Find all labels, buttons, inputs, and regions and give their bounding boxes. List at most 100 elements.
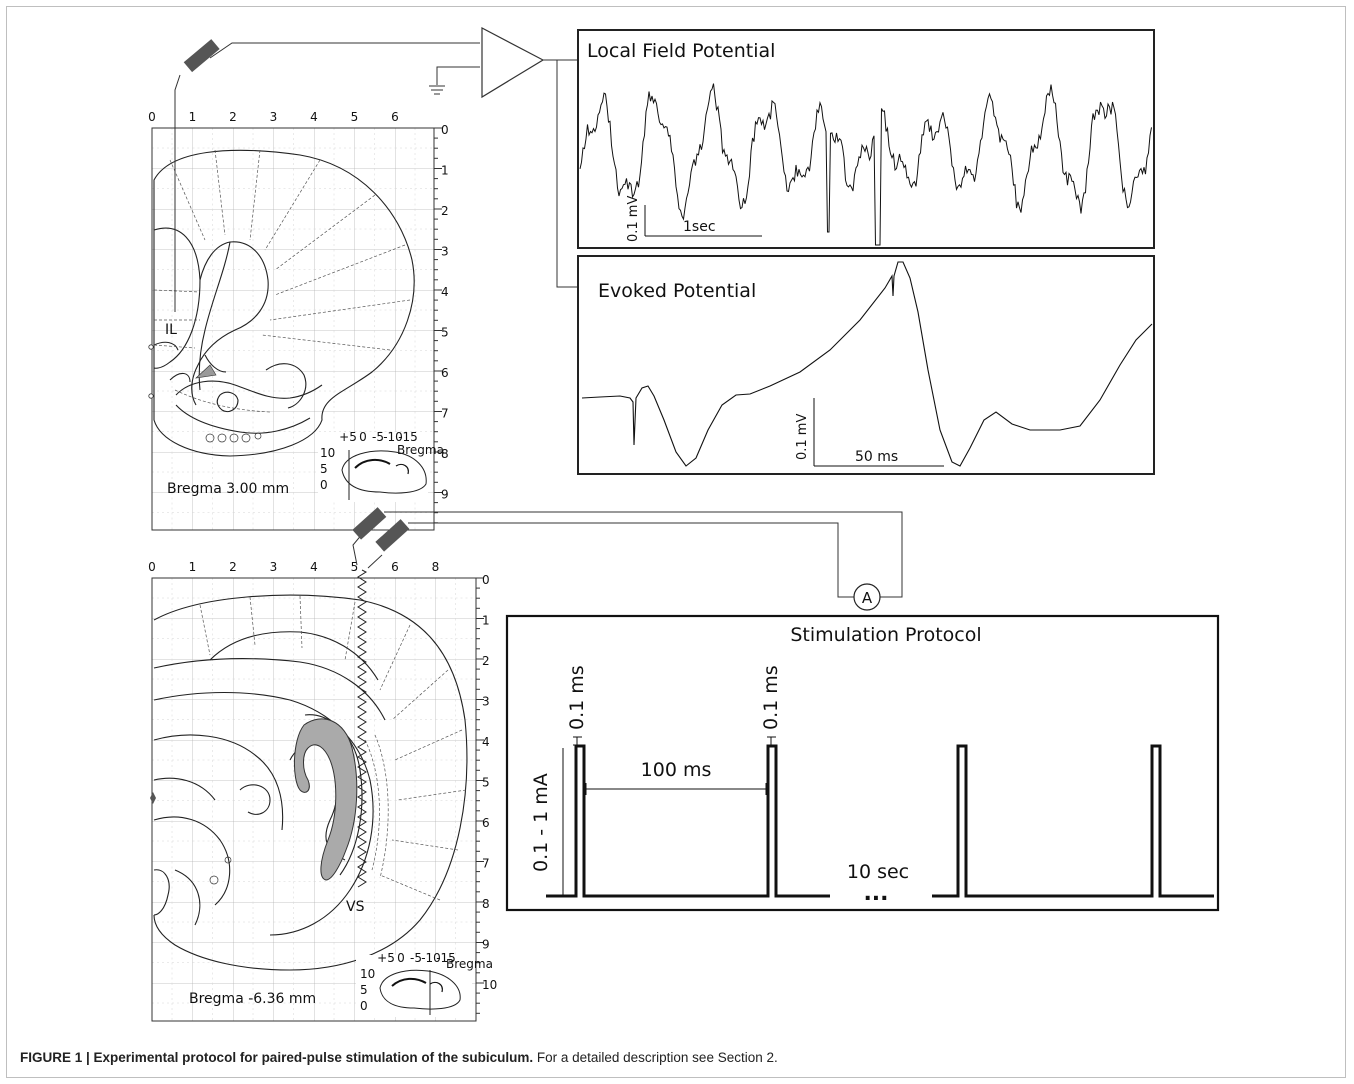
atlas-bottom-y-tick: 1 [482, 614, 490, 628]
atlas-top-x-ticks: 0 1 2 3 4 5 6 [148, 110, 399, 124]
pulse-width-1: 0.1 ms [566, 665, 588, 730]
ep-panel: Evoked Potential 0.1 mV 50 ms [577, 255, 1155, 475]
ammeter-icon: A [853, 583, 881, 611]
atlas-bottom-x-tick: 6 [391, 560, 399, 574]
atlas-bottom-y-tick: 5 [482, 776, 490, 790]
ep-title: Evoked Potential [598, 280, 756, 302]
lfp-trace [579, 83, 1152, 246]
lfp-frame [577, 29, 1155, 249]
stim-wire-2 [408, 522, 855, 598]
atlas-bottom-y-ticks: 0 1 2 3 4 5 6 7 8 9 10 [476, 573, 497, 1014]
inset-side-tick: 5 [360, 983, 368, 997]
atlas-top-shaded [195, 364, 217, 379]
atlas-top-y-tick: 6 [441, 366, 449, 380]
atlas-top-y-tick: 3 [441, 245, 449, 259]
amplifier-icon [481, 27, 545, 99]
atlas-bottom-x-tick: 2 [229, 560, 237, 574]
inset-side-tick: 10 [320, 446, 335, 460]
ep-scale-t: 50 ms [855, 449, 898, 465]
atlas-bottom-regions [199, 595, 467, 901]
ep-frame [577, 255, 1155, 475]
atlas-bottom-x-tick: 0 [148, 560, 156, 574]
atlas-bottom-x-tick: 8 [432, 560, 440, 574]
stim-probe-2 [367, 554, 383, 569]
inset-side-tick: 0 [320, 478, 328, 492]
region-label-il: IL [165, 322, 177, 338]
atlas-top-bregma: Bregma 3.00 mm [167, 481, 289, 497]
atlas-bottom-y-tick: 3 [482, 695, 490, 709]
lfp-scale-v: 0.1 mV [626, 196, 641, 242]
pulse-pair-2 [932, 744, 1214, 898]
inset-tick: 0 [359, 430, 367, 444]
atlas-top-y-tick: 1 [441, 164, 449, 178]
inset-tick: +5 [339, 430, 357, 444]
inset-tick: 0 [397, 951, 405, 965]
atlas-bottom-y-tick: 4 [482, 735, 490, 749]
inset-side-tick: 10 [360, 967, 375, 981]
atlas-bottom-x-ticks: 0 1 2 3 4 5 6 8 [148, 560, 439, 574]
atlas-bottom-frame [151, 577, 477, 1022]
ep-scale-v: 0.1 mV [795, 414, 810, 460]
inset-tick: -10 [383, 430, 403, 444]
atlas-bottom-y-tick: 2 [482, 654, 490, 668]
atlas-bottom-x-tick: 1 [189, 560, 197, 574]
stim-wire-1 [384, 511, 903, 598]
electrodes [183, 39, 410, 552]
atlas-bottom-x-tick: 4 [310, 560, 318, 574]
train-interval-label: 10 sec [847, 861, 909, 883]
inset-side-tick: 0 [360, 999, 368, 1013]
amplitude-label: 0.1 - 1 mA [530, 773, 552, 872]
atlas-bottom-y-tick: 6 [482, 816, 490, 830]
protocol-title: Stimulation Protocol [790, 624, 981, 646]
inset-tick: -15 [436, 951, 456, 965]
atlas-bottom-bregma: Bregma -6.36 mm [189, 991, 316, 1007]
atlas-top-inset-label: Bregma [397, 443, 444, 457]
ep-trace [581, 261, 1153, 467]
atlas-top-x-tick: 2 [229, 110, 237, 124]
inset-tick: -10 [421, 951, 441, 965]
atlas-top-y-ticks: 0 1 2 3 4 5 6 7 8 9 [434, 123, 449, 524]
atlas-top-nuclei [205, 432, 262, 443]
atlas-bottom-x-tick: 5 [351, 560, 359, 574]
stim-electrode-track [357, 569, 368, 888]
ground-wire [436, 66, 480, 85]
protocol-panel: Stimulation Protocol 0.1 - 1 mA 0.1 ms 0… [505, 614, 1220, 912]
inset-tick: -15 [398, 430, 418, 444]
atlas-top-y-tick: 0 [441, 123, 449, 137]
inset-tick: +5 [377, 951, 395, 965]
atlas-top-y-tick: 9 [441, 488, 449, 502]
atlas-top-y-tick: 2 [441, 204, 449, 218]
atlas-top: 0 1 2 3 4 5 6 0 1 2 3 4 5 6 7 8 9 [148, 110, 449, 531]
atlas-top-brain [153, 149, 415, 457]
lfp-scale-t: 1sec [683, 219, 716, 235]
atlas-bottom-y-tick: 8 [482, 897, 490, 911]
atlas-top-x-tick: 6 [391, 110, 399, 124]
stim-electrode-1 [352, 507, 387, 540]
inset-tick: -5 [372, 430, 384, 444]
ep-wire [556, 60, 578, 288]
atlas-top-y-tick: 4 [441, 285, 449, 299]
recording-electrode [183, 39, 220, 73]
atlas-top-x-tick: 3 [270, 110, 278, 124]
atlas-top-regions [153, 149, 411, 413]
lfp-title: Local Field Potential [587, 40, 775, 62]
atlas-top-x-tick: 1 [189, 110, 197, 124]
caption-bold: FIGURE 1 | Experimental protocol for pai… [20, 1050, 534, 1065]
pulse-width-2: 0.1 ms [760, 665, 782, 730]
inset-side-tick: 5 [320, 462, 328, 476]
recording-probe [174, 74, 181, 312]
protocol-frame [505, 614, 1220, 912]
atlas-bottom-y-tick: 7 [482, 857, 490, 871]
atlas-top-x-tick: 5 [351, 110, 359, 124]
atlas-top-y-tick: 8 [441, 447, 449, 461]
pulse-pair-1 [546, 744, 830, 898]
atlas-bottom-hippocampus [293, 718, 358, 881]
inset-tick: -5 [410, 951, 422, 965]
figure-caption: FIGURE 1 | Experimental protocol for pai… [20, 1050, 778, 1065]
atlas-bottom: 0 1 2 3 4 5 6 8 0 1 2 3 4 5 6 7 8 9 10 [148, 560, 497, 1022]
atlas-bottom-x-tick: 3 [270, 560, 278, 574]
ellipsis: ... [863, 881, 888, 906]
